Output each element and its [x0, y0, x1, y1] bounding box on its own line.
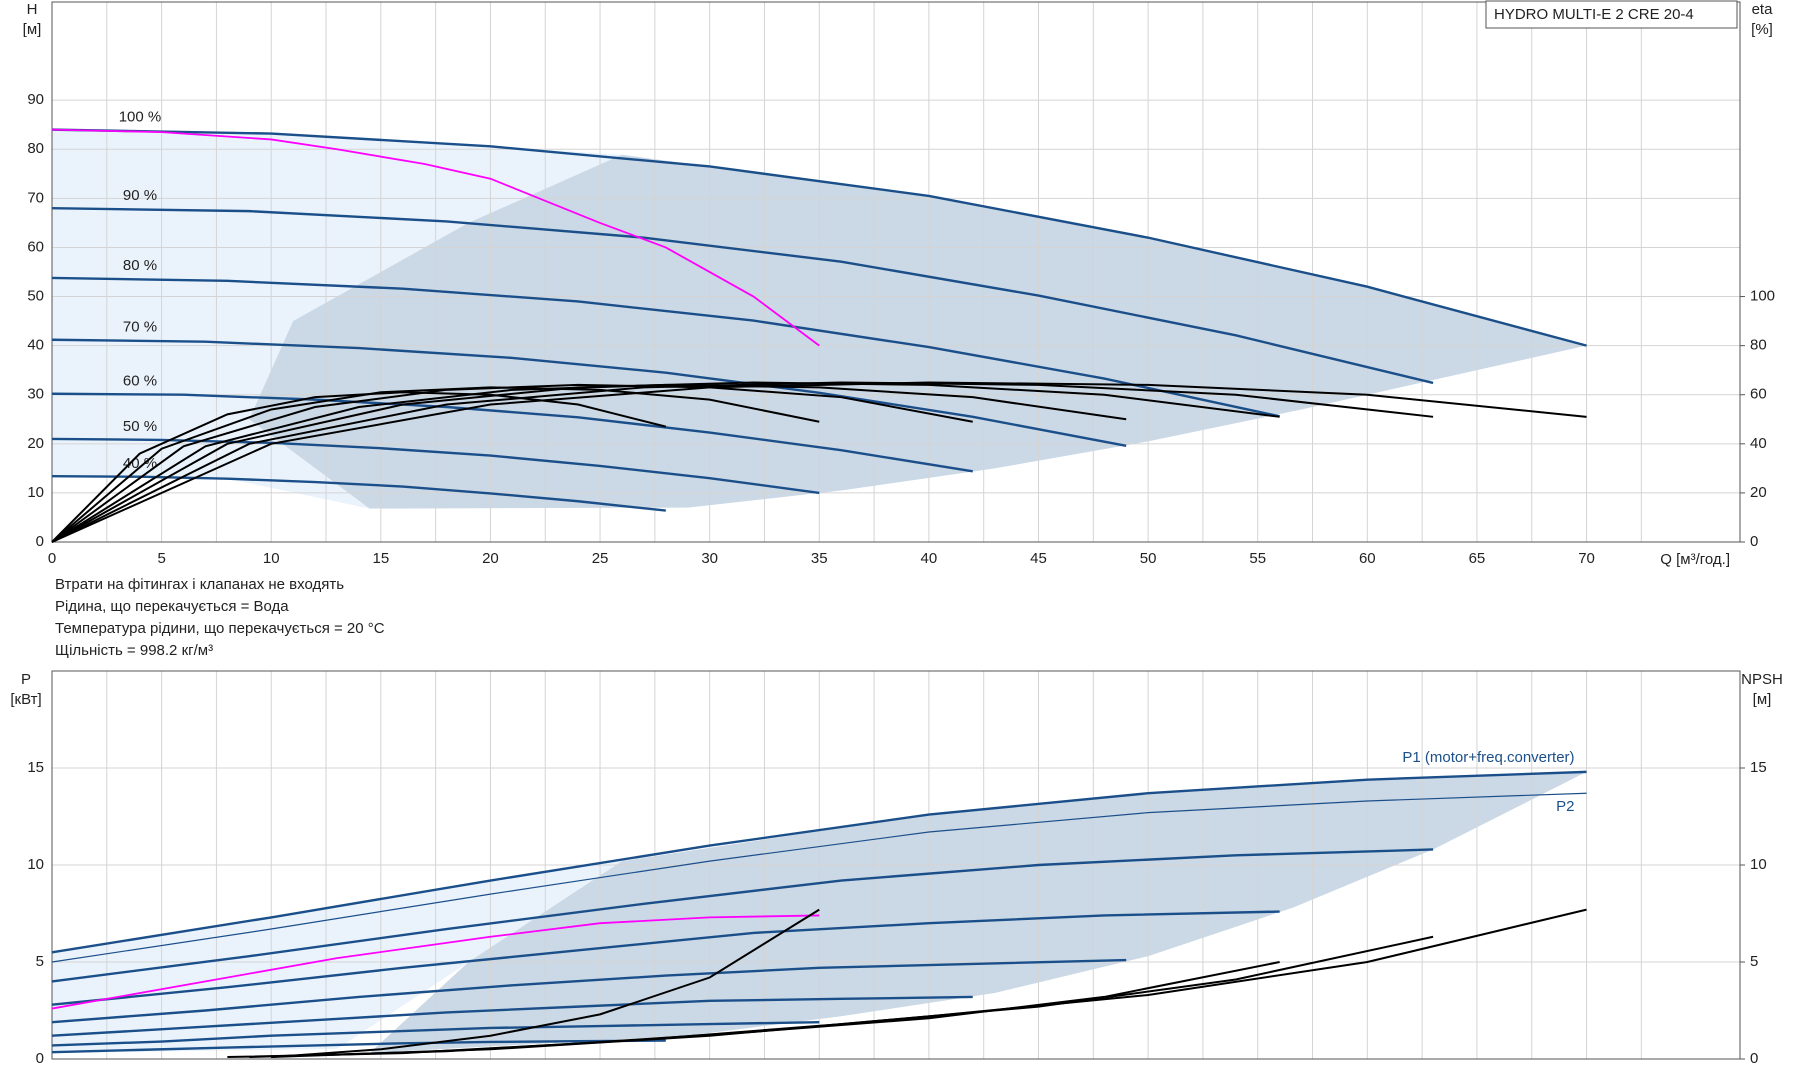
curve-label: P1 (motor+freq.converter) [1402, 749, 1574, 766]
y2-axis-label: NPSH [1741, 671, 1783, 688]
y-tick-label: 10 [27, 484, 44, 501]
x-tick-label: 45 [1030, 550, 1047, 567]
curve [51, 770, 1587, 954]
x-tick-label: 70 [1578, 550, 1595, 567]
y-tick-label: 15 [27, 759, 44, 776]
secondary-curve [51, 381, 1587, 543]
y2-tick-label: 40 [1750, 435, 1767, 452]
y-tick-label: 50 [27, 288, 44, 305]
curve [51, 276, 1280, 418]
curve-label: P2 [1556, 798, 1574, 815]
curve-label: 70 % [123, 319, 157, 336]
plot-layer: 0 5 10 15 20 25 30 35 40 45 50 55 60 65 70010203040506… [27, 1, 1775, 1067]
y2-tick-label: 5 [1750, 953, 1758, 970]
curve [51, 1020, 820, 1047]
y2-axis-unit: [%] [1751, 21, 1773, 38]
secondary-curve [51, 391, 667, 543]
x-tick-label: 5 [157, 550, 165, 567]
y-axis-unit: [м] [23, 21, 42, 38]
x-tick-label: 15 [372, 550, 389, 567]
y2-tick-label: 0 [1750, 1050, 1758, 1067]
curve-label: 80 % [123, 257, 157, 274]
extended-area [52, 861, 622, 1053]
curve [51, 958, 1127, 1024]
y-axis-label: H [27, 1, 38, 18]
x-tick-label: 10 [263, 550, 280, 567]
curve-label: 60 % [123, 373, 157, 390]
y-tick-label: 90 [27, 91, 44, 108]
note: Рідина, що перекачується = Вода [55, 598, 289, 615]
y-axis-unit: [кВт] [10, 691, 41, 708]
curve-label: 90 % [123, 187, 157, 204]
plot-frame [51, 1, 1741, 543]
y2-tick-label: 15 [1750, 759, 1767, 776]
y-tick-label: 40 [27, 337, 44, 354]
x-tick-label: 0 [48, 550, 56, 567]
curve [51, 848, 1434, 983]
x-tick-label: 55 [1249, 550, 1266, 567]
y2-tick-label: 80 [1750, 337, 1767, 354]
x-tick-label: 65 [1469, 550, 1486, 567]
title-box [1485, 0, 1738, 29]
curve [51, 914, 820, 1010]
operating-area [249, 154, 1587, 509]
x-tick-label: 50 [1140, 550, 1157, 567]
y-axis-label: P [21, 671, 31, 688]
y-tick-label: 30 [27, 386, 44, 403]
x-tick-label: 40 [921, 550, 938, 567]
y-tick-label: 10 [27, 856, 44, 873]
curve [51, 392, 973, 473]
curve [51, 437, 820, 495]
secondary-curve [227, 961, 1280, 1059]
secondary-curve [51, 381, 1434, 543]
operating-area [369, 771, 1587, 1053]
note: Втрати на фітингах і клапанах не входять [55, 576, 344, 593]
curve [51, 338, 1127, 447]
x-tick-label: 30 [701, 550, 718, 567]
curve [51, 206, 1434, 385]
curve [51, 792, 1587, 963]
x-axis-label: Q [м³/год.] [1660, 551, 1730, 568]
x-tick-label: 60 [1359, 550, 1376, 567]
x-tick-label: 20 [482, 550, 499, 567]
secondary-curve [51, 383, 1127, 543]
y-tick-label: 20 [27, 435, 44, 452]
curve [51, 128, 820, 347]
y2-tick-label: 10 [1750, 856, 1767, 873]
chart-title: HYDRO MULTI-E 2 CRE 20-4 [1494, 6, 1694, 23]
y2-tick-label: 0 [1750, 533, 1758, 550]
x-tick-label: 35 [811, 550, 828, 567]
curve [51, 995, 973, 1037]
y2-axis-unit: [м] [1753, 691, 1772, 708]
curve-label: 100 % [119, 109, 162, 126]
note: Температура рідини, що перекачується = 2… [55, 620, 385, 637]
y-tick-label: 80 [27, 140, 44, 157]
y2-tick-label: 100 [1750, 288, 1775, 305]
note: Щільність = 998.2 кг/м³ [55, 642, 213, 659]
y-tick-label: 60 [27, 238, 44, 255]
x-tick-label: 25 [592, 550, 609, 567]
y2-tick-label: 20 [1750, 484, 1767, 501]
curve-label: 50 % [123, 418, 157, 435]
curve [51, 1039, 666, 1054]
curve [51, 128, 1587, 347]
y-tick-label: 0 [36, 1050, 44, 1067]
secondary-curve [271, 908, 820, 1059]
y2-axis-label: eta [1752, 1, 1774, 18]
secondary-curve [51, 386, 820, 543]
y-tick-label: 70 [27, 189, 44, 206]
y2-tick-label: 60 [1750, 386, 1767, 403]
curve [51, 910, 1280, 1006]
y-tick-label: 5 [36, 953, 44, 970]
y-tick-label: 0 [36, 533, 44, 550]
